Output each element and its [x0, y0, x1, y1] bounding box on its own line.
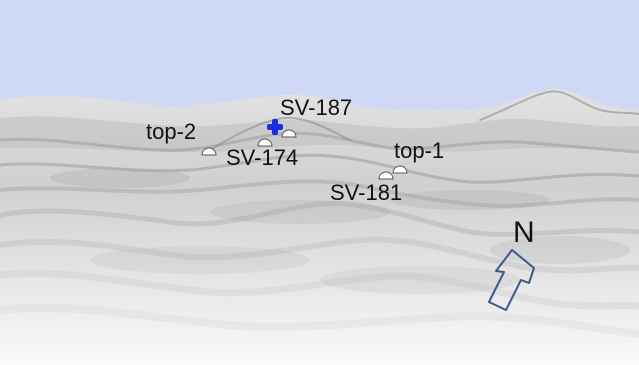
terrain-base: [0, 88, 639, 365]
label-top-1: top-1: [394, 138, 445, 163]
half-dome-marker-icon: [257, 138, 273, 147]
label-top-2: top-2: [146, 119, 197, 144]
north-label: N: [513, 216, 535, 249]
half-dome-marker-icon: [281, 129, 297, 138]
blue-cross-marker-icon: [267, 119, 283, 135]
terrain-shading: [50, 168, 630, 294]
terrain-ridges: [0, 90, 639, 338]
label-sv-187: SV-187: [280, 95, 353, 120]
north-arrow-icon: [488, 249, 535, 311]
half-dome-marker-icon: [201, 147, 217, 156]
label-sv-174: SV-174: [226, 145, 299, 170]
half-dome-marker-icon: [378, 171, 394, 180]
half-dome-marker-icon: [392, 165, 408, 174]
label-sv-181: SV-181: [330, 180, 403, 205]
